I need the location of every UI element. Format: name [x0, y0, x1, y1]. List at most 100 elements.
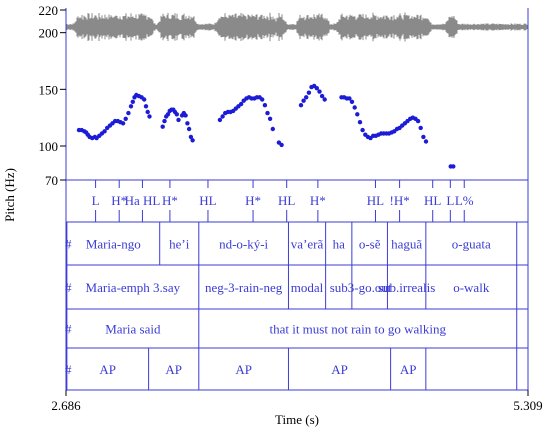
tone-label: L% [455, 193, 474, 208]
words-label: Maria-ngo [86, 237, 141, 252]
pitch-point [347, 96, 352, 101]
pitch-point [260, 97, 265, 102]
phrases-label: AP [331, 362, 348, 377]
pitch-point [174, 112, 179, 117]
x-tick-label: 5.309 [513, 398, 542, 413]
gloss-label: neg-3-rain-neg [205, 280, 283, 295]
pitch-point [270, 126, 275, 132]
pitch-point [126, 110, 131, 116]
words-label: he’i [169, 237, 190, 252]
y-tick-label: 220 [39, 3, 59, 18]
pitch-point [301, 98, 306, 103]
pitch-point [220, 114, 225, 119]
tone-label: !H* [389, 193, 409, 208]
pitch-point [267, 116, 273, 122]
tone-label: HL [424, 193, 441, 208]
words-label: o-sẽ [359, 237, 381, 252]
gloss-label: Maria-emph 3.say [86, 280, 181, 295]
pitch-point [183, 113, 188, 118]
y-axis-title: Pitch (Hz) [2, 168, 17, 222]
annotation-tiers: L H*Ha HL H* HL H* HL H* HL !H* HL L L%# Maria-ngo he… [65, 179, 528, 390]
tone-label: HL [199, 193, 216, 208]
words-label: nd-o-ký-i [219, 237, 268, 252]
pitch-point [188, 134, 194, 140]
pitch-series [76, 83, 456, 169]
pitch-point [415, 118, 421, 124]
words-label: o-guata [452, 237, 491, 252]
tone-label: H* [245, 193, 261, 208]
tone-label: L [92, 193, 100, 208]
pitch-point [176, 117, 181, 123]
gloss-label: # [65, 280, 72, 295]
pitch-point [421, 134, 426, 140]
pitch-point [162, 118, 167, 124]
pitch-point [451, 164, 456, 169]
pitch-point [298, 103, 304, 108]
pitch-point [360, 127, 365, 133]
words-label: ha [333, 237, 346, 252]
y-axis: 220 200 150 100 70 [39, 3, 66, 188]
pitch-point [217, 117, 223, 123]
pitch-point [319, 93, 325, 99]
pitch-point [190, 138, 195, 143]
pitch-point [355, 112, 360, 117]
gloss-label: 3-go.out [348, 280, 392, 295]
pitch-point [279, 142, 284, 148]
pitch-point [143, 104, 149, 109]
phrases-label: AP [400, 362, 417, 377]
pitch-point [238, 101, 244, 107]
x-axis-title: Time (s) [275, 412, 319, 427]
words-label: haguã [391, 237, 422, 252]
phrases-label: # [65, 362, 72, 377]
tone-label: Ha HL [125, 193, 161, 208]
x-axis: 2.686 5.309 [51, 390, 543, 413]
pitch-point [418, 125, 423, 131]
gloss-label: modal [291, 280, 324, 295]
pitch-point [102, 129, 107, 134]
gloss-label: sub [330, 280, 348, 295]
y-tick-label: 150 [39, 82, 59, 97]
pitch-point [265, 110, 270, 116]
words-label: # [65, 237, 72, 252]
y-tick-label: 70 [45, 173, 58, 188]
pitch-point [160, 124, 165, 129]
tone-label: H* [111, 193, 127, 208]
phrases-label: AP [235, 362, 252, 377]
phrases-label: AP [99, 362, 116, 377]
tone-label: H* [310, 193, 326, 208]
tone-label: H* [162, 193, 178, 208]
words-label: va’erã [291, 237, 324, 252]
pitch-point [142, 97, 147, 102]
pitch-point [306, 90, 312, 95]
tone-label: HL [278, 193, 295, 208]
translation-label: # [65, 322, 72, 337]
pitch-point [130, 99, 135, 105]
pitch-point [120, 121, 126, 126]
translation-label: Maria said [105, 322, 161, 337]
pitch-point [262, 103, 268, 108]
pitch-point [352, 105, 357, 110]
phrases-label: AP [165, 362, 182, 377]
pitch-point [123, 116, 128, 122]
pitch-point [357, 120, 363, 125]
pitch-point [186, 126, 192, 132]
tone-label: HL [367, 193, 384, 208]
pitch-point [165, 112, 171, 117]
y-tick-label: 200 [39, 26, 59, 41]
pitch-point [317, 89, 322, 94]
pitch-point [322, 97, 327, 102]
y-tick-label: 100 [39, 139, 59, 154]
pitch-point [314, 86, 319, 91]
translation-label: that it must not rain to go walking [269, 322, 446, 337]
pitch-point [145, 109, 150, 115]
pitch-point [185, 121, 190, 126]
pitch-point [423, 139, 429, 144]
pitch-point [147, 114, 152, 119]
pitch-point [349, 99, 355, 105]
x-tick-label: 2.686 [51, 398, 81, 413]
tone-label: L [446, 193, 454, 208]
pitch-point [304, 95, 309, 100]
gloss-label: o-walk [453, 280, 490, 295]
